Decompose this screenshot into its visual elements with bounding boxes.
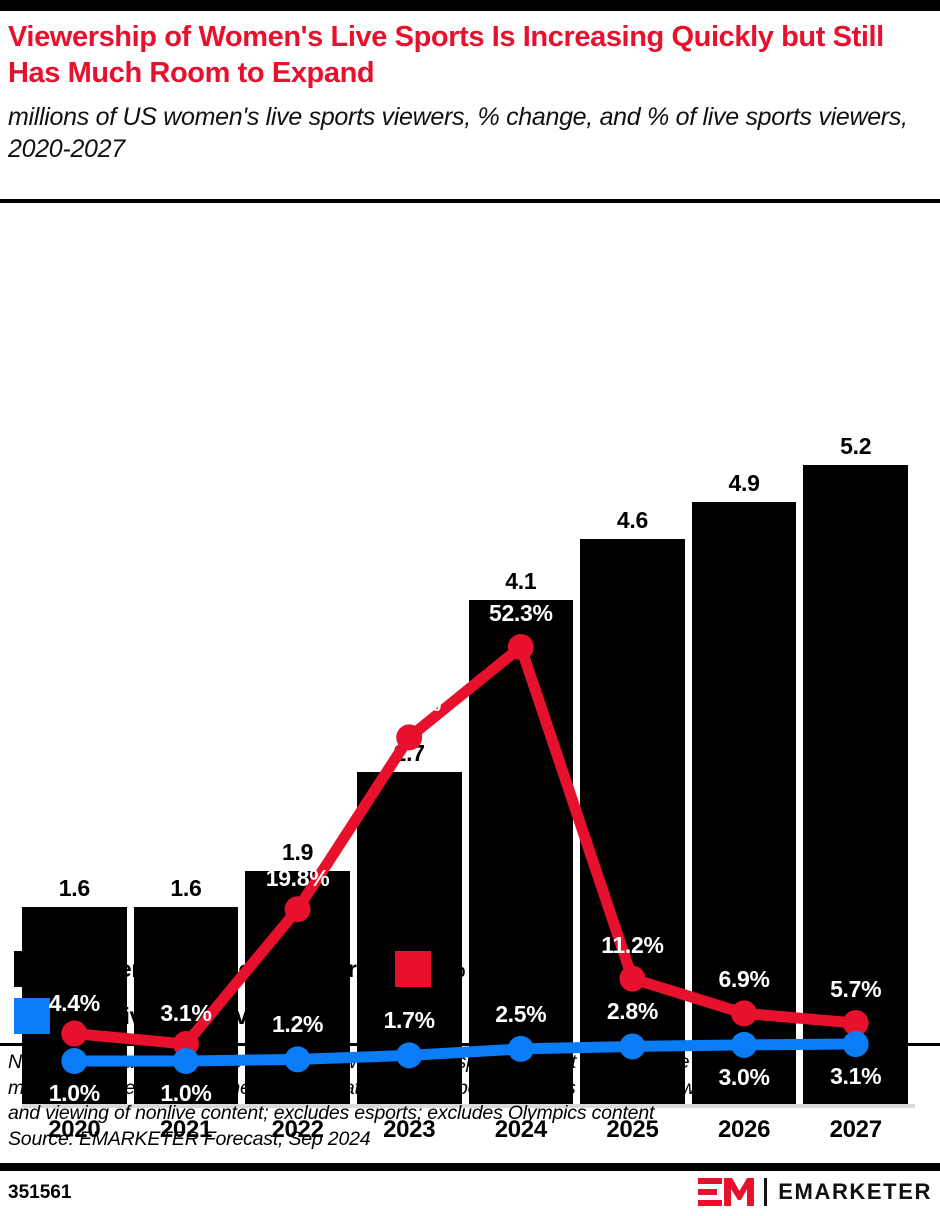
bar-value-label-2027: 5.2 [840,433,872,459]
note-line-2: month over the course of the season of a… [8,1076,721,1099]
bar-value-label-2021: 1.6 [170,875,202,902]
x-axis-labels: 2020 2021 2022 2023 2024 2025 2026 2027 [0,1116,940,1156]
note-divider [0,1043,940,1046]
bar-value-label-2020: 1.6 [58,875,90,902]
pct-change-label-2021: 3.1% [160,1000,212,1027]
emarketer-logo: EMARKETER [698,1175,932,1209]
x-axis-label-2020: 2020 [48,1116,101,1143]
pct-of-viewers-label-2020: 1.0% [48,1080,101,1106]
legend-item-viewers: Women's live sports viewers [14,951,369,987]
top-black-bar [0,0,940,11]
x-axis-label-2022: 2022 [271,1116,324,1143]
note-line-3: and viewing of nonlive content; excludes… [8,1102,655,1125]
bar-value-label-2025: 4.6 [616,506,648,533]
plot-area: 1.6 1.6 1.9 2.7 4.1 4.6 4.9 5.2 4.4% 3.1% 19.8% 41.… [0,208,940,1108]
pct-of-viewers-label-2026: 3.0% [718,1063,770,1090]
pct-of-viewers-label-2022: 1.2% [271,1011,324,1038]
page-subtitle: millions of US women's live sports viewe… [8,102,908,164]
chart-figure: 1.6 1.6 1.9 2.7 4.1 4.6 4.9 5.2 4.4% 3.1% 19.8% 41.… [0,208,940,1143]
pct-of-viewers-label-2021: 1.0% [160,1080,212,1106]
chart-id: 351561 [8,1182,72,1203]
bar-value-label-2024: 4.1 [505,568,537,595]
em-logo-icon [698,1178,755,1206]
pct-change-label-2020: 4.4% [48,989,101,1016]
bar-value-label-2023: 2.7 [393,740,425,767]
x-axis-label-2025: 2025 [606,1116,659,1143]
bar-value-label-2026: 4.9 [728,469,760,496]
pct-change-label-2024: 52.3% [488,600,553,626]
x-axis-line [22,1104,915,1108]
logo-wordmark: EMARKETER [778,1179,932,1204]
pct-of-viewers-label-2024: 2.5% [495,1000,547,1027]
x-axis-label-2023: 2023 [383,1116,436,1143]
pct-change-label-2027: 5.7% [830,976,882,1003]
footer: 351561 EMARKETER [0,1171,940,1216]
header-divider [0,199,940,203]
x-axis-label-2027: 2027 [829,1116,883,1143]
pct-change-label-2022: 19.8% [265,865,330,892]
x-axis-label-2021: 2021 [159,1116,213,1143]
pct-change-label-2023: 41.1% [377,690,442,717]
legend-label-viewers: Women's live sports viewers [64,955,370,982]
footer-divider [0,1163,940,1171]
chart-legend: Women's live sports viewers % change % o… [14,950,934,1044]
legend-label-pct-change: % change [445,955,550,982]
x-axis-label-2026: 2026 [717,1116,771,1143]
title-block: Viewership of Women's Live Sports Is Inc… [8,20,932,166]
pct-of-viewers-label-2023: 1.7% [383,1007,436,1034]
logo-divider [764,1178,768,1206]
legend-swatch-blue [14,998,50,1034]
pct-of-viewers-label-2027: 3.1% [830,1063,882,1090]
pct-of-viewers-label-2025: 2.8% [606,998,659,1025]
legend-swatch-red [395,951,432,987]
legend-swatch-black [14,951,50,987]
x-axis-label-2024: 2024 [494,1116,548,1143]
pct-change-label-2026: 6.9% [718,966,770,993]
page-title: Viewership of Women's Live Sports Is Inc… [8,21,884,89]
bar-value-label-2022: 1.9 [282,838,314,865]
legend-item-pct-change: % change [395,951,550,987]
source-line: Source: EMARKETER Forecast, Sep 2024 [8,1127,371,1150]
pct-change-label-2025: 11.2% [601,931,664,958]
